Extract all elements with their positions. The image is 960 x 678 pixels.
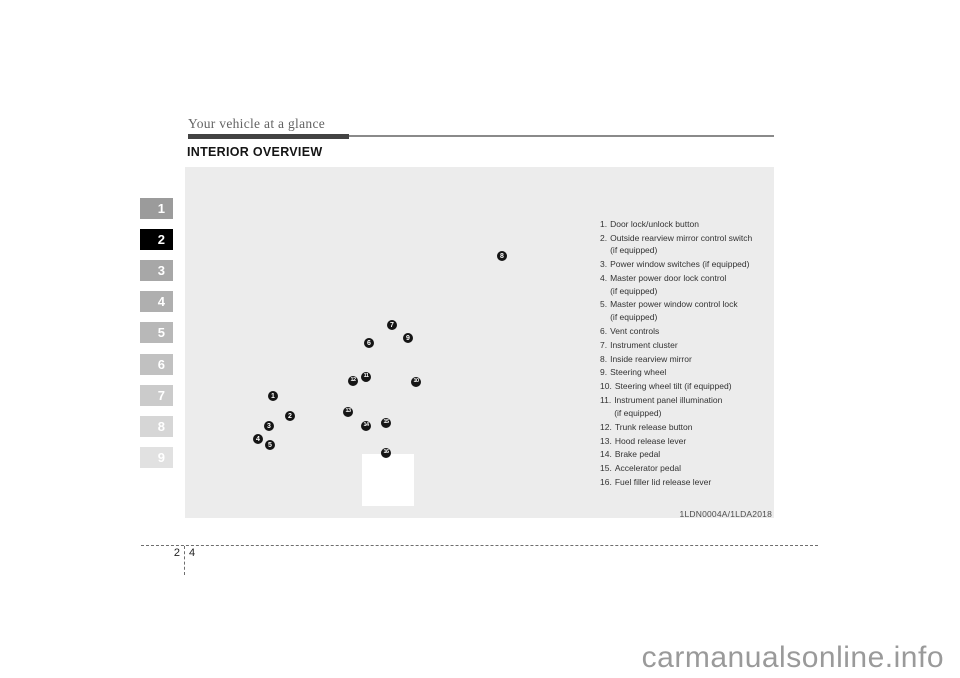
- legend-item-number: 13.: [600, 435, 612, 446]
- sidebar-tab-label: 1: [157, 201, 165, 216]
- sidebar-tab-4: 4: [140, 291, 173, 313]
- callout-marker-6: 6: [364, 338, 374, 348]
- legend-item-number: 14.: [600, 449, 612, 460]
- legend-item-15: 15. Accelerator pedal: [600, 462, 774, 474]
- legend-item-note: (if equipped): [610, 285, 658, 296]
- legend-item-text: Vent controls: [610, 325, 660, 336]
- legend-item-number: 5.: [600, 299, 608, 310]
- callout-marker-12: 12: [348, 376, 358, 386]
- callout-marker-8: 8: [497, 251, 507, 261]
- breadcrumb: Your vehicle at a glance: [188, 116, 326, 131]
- footer-dashed-line: [141, 545, 818, 546]
- legend-item-number: 11.: [600, 395, 612, 406]
- legend-item-1: 1. Door lock/unlock button: [600, 218, 774, 230]
- callout-marker-9: 9: [403, 333, 413, 343]
- header-rule-thin: [188, 135, 774, 137]
- legend-item-text: Master power door lock control (if equipp…: [610, 273, 727, 296]
- legend-item-note: (if equipped): [610, 311, 658, 322]
- legend-item-9: 9. Steering wheel: [600, 366, 774, 378]
- legend-item-number: 2.: [600, 232, 608, 243]
- legend-item-number: 12.: [600, 421, 612, 432]
- legend-item-text: Door lock/unlock button: [610, 219, 699, 229]
- legend-item-number: 8.: [600, 353, 608, 364]
- legend-item-text: Instrument cluster: [610, 339, 678, 350]
- callout-marker-15: 15: [381, 418, 391, 428]
- legend-item-5: 5. Master power window control lock (if eq…: [600, 298, 774, 323]
- legend-item-text: Accelerator pedal: [614, 463, 681, 474]
- sidebar-tab-7: 7: [140, 384, 173, 406]
- legend-item-11: 11. Instrument panel illumination (if equi…: [600, 394, 774, 419]
- legend-item-number: 1.: [600, 219, 608, 229]
- legend-item-text: Power window switches (if equipped): [610, 259, 750, 270]
- page-title: INTERIOR OVERVIEW: [187, 145, 323, 159]
- sidebar-tab-3: 3: [140, 260, 173, 282]
- callout-marker-4: 4: [253, 434, 263, 444]
- legend-item-note: (if equipped): [610, 245, 658, 256]
- sidebar-tab-1: 1: [140, 198, 173, 219]
- legend-item-3: 3. Power window switches (if equipped): [600, 258, 774, 270]
- sidebar-tab-9: 9: [140, 446, 173, 468]
- diagram-blank-patch: [362, 454, 414, 506]
- callout-marker-11: 11: [361, 372, 371, 382]
- legend-item-text: Outside rearview mirror control switch (i…: [610, 232, 753, 256]
- legend-list: 1. Door lock/unlock button 2. Outside rearv…: [600, 218, 774, 490]
- legend-item-12: 12. Trunk release button: [600, 421, 774, 433]
- diagram-caption: 1LDN0004A/1LDA2018: [679, 509, 772, 519]
- sidebar-tab-label: 3: [157, 263, 165, 279]
- header-rule-thick: [188, 134, 349, 139]
- sidebar-tab-8: 8: [140, 415, 173, 437]
- legend-item-text: Master power window control lock (if equi…: [610, 299, 738, 322]
- legend-item-number: 16.: [600, 477, 612, 488]
- sidebar-tab-5: 5: [140, 322, 173, 344]
- legend-item-number: 10.: [600, 381, 612, 392]
- callout-marker-14: 14: [361, 421, 371, 431]
- interior-diagram: [185, 167, 774, 518]
- footer-divider-line: [184, 546, 185, 575]
- sidebar-tab-2-active: 2: [140, 229, 173, 251]
- watermark: carmanualsonline.info: [641, 641, 944, 674]
- legend-item-16: 16. Fuel filler lid release lever: [600, 476, 774, 488]
- sidebar-tab-label: 5: [157, 325, 165, 341]
- legend-item-2: 2. Outside rearview mirror control switch…: [600, 232, 774, 257]
- legend-item-6: 6. Vent controls: [600, 325, 774, 337]
- callout-marker-3: 3: [264, 421, 274, 431]
- callout-marker-2: 2: [285, 411, 295, 421]
- legend-item-14: 14. Brake pedal: [600, 448, 774, 460]
- legend-item-13: 13. Hood release lever: [600, 435, 774, 447]
- callout-marker-5: 5: [265, 440, 275, 450]
- legend-item-text: Instrument panel illumination (if equippe…: [614, 395, 723, 418]
- legend-item-number: 4.: [600, 273, 608, 284]
- legend-item-8: 8. Inside rearview mirror: [600, 353, 774, 365]
- legend-item-number: 3.: [600, 259, 608, 270]
- footer-chapter-number: 2: [173, 547, 180, 559]
- legend-item-text: Hood release lever: [614, 435, 687, 446]
- legend-item-number: 6.: [600, 325, 608, 336]
- legend-item-4: 4. Master power door lock control (if equi…: [600, 272, 774, 297]
- legend-item-7: 7. Instrument cluster: [600, 339, 774, 351]
- legend-item-text: Brake pedal: [614, 449, 661, 460]
- callout-marker-1: 1: [268, 391, 278, 401]
- legend-item-text: Fuel filler lid release lever: [614, 477, 712, 488]
- sidebar-tab-label: 9: [157, 449, 165, 465]
- sidebar-tab-label: 8: [157, 418, 165, 434]
- legend-item-10: 10. Steering wheel tilt (if equipped): [600, 380, 774, 392]
- legend-item-number: 9.: [600, 367, 608, 378]
- legend-item-text: Inside rearview mirror: [610, 353, 692, 364]
- footer-page-number: 4: [189, 547, 196, 559]
- sidebar-tab-label: 4: [157, 294, 165, 310]
- sidebar-tab-label: 7: [157, 387, 165, 403]
- sidebar-tab-label: 6: [157, 356, 165, 372]
- callout-marker-10: 10: [411, 377, 421, 387]
- legend-item-number: 7.: [600, 339, 608, 350]
- callout-marker-13: 13: [343, 407, 353, 417]
- sidebar-tab-label: 2: [157, 232, 165, 248]
- callout-marker-16: 16: [381, 448, 391, 458]
- sidebar-tab-6: 6: [140, 353, 173, 375]
- legend-item-text: Steering wheel: [610, 367, 667, 378]
- legend-item-number: 15.: [600, 463, 612, 474]
- legend-item-text: Steering wheel tilt (if equipped): [614, 381, 732, 392]
- legend-item-note: (if equipped): [614, 407, 662, 418]
- callout-marker-7: 7: [387, 320, 397, 330]
- legend-item-text: Trunk release button: [614, 421, 693, 432]
